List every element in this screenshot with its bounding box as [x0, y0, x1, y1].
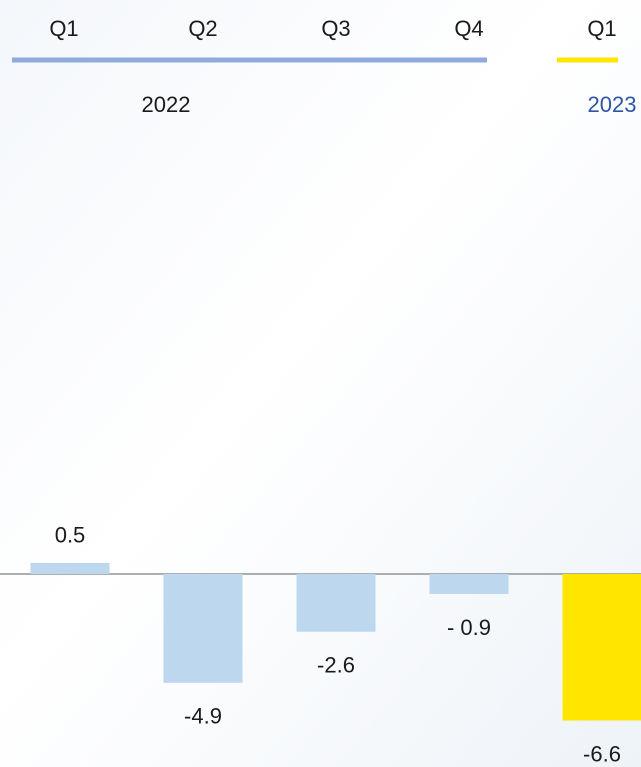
group-label: 2023: [588, 92, 637, 117]
bar: [562, 574, 641, 721]
x-tick-label: Q1: [49, 16, 78, 41]
bar: [163, 574, 243, 683]
group-label: 2022: [142, 92, 191, 117]
value-label: - 0.9: [447, 615, 491, 640]
bar: [30, 562, 110, 574]
bar: [296, 574, 376, 632]
bar: [429, 574, 509, 594]
x-tick-label: Q3: [321, 16, 350, 41]
x-tick-label: Q1: [587, 16, 616, 41]
value-label: -6.6: [583, 741, 621, 766]
value-label: 0.5: [55, 523, 86, 548]
value-label: -2.6: [317, 653, 355, 678]
value-label: -4.9: [184, 704, 222, 729]
x-tick-label: Q2: [188, 16, 217, 41]
x-tick-label: Q4: [454, 16, 483, 41]
